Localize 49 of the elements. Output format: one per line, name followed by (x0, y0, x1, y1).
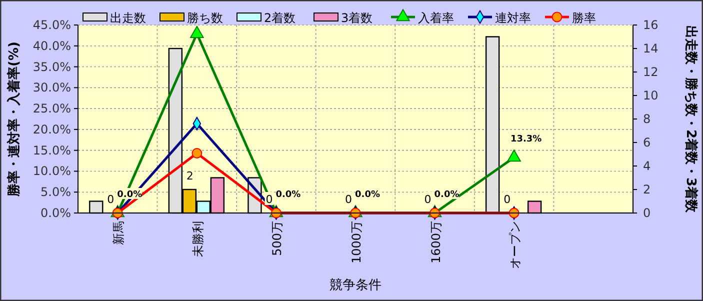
x-tick-label: 1000万 (350, 221, 364, 264)
data-label: 0 (345, 193, 352, 206)
legend-label: 入着率 (418, 11, 454, 25)
point (507, 150, 521, 162)
y2-tick-label: 8 (643, 112, 651, 126)
y2-tick-label: 2 (643, 182, 651, 196)
data-label: 0 (266, 193, 273, 206)
y2-tick-label: 6 (643, 136, 651, 150)
y-axis-title: 勝率・連対率・入着率(%) (6, 42, 22, 198)
y2-axis-title: 出走数・勝ち数・2着数・3着数 (683, 25, 699, 214)
legend-label: 2着数 (264, 11, 296, 25)
y-tick-label: 35.0% (32, 60, 71, 74)
x-axis-title: 競争条件 (330, 278, 382, 293)
legend-label: 3着数 (341, 11, 373, 25)
y2-tick-label: 0 (643, 206, 651, 220)
data-label: 0.0% (355, 190, 380, 200)
data-label: 0.0% (434, 190, 460, 200)
data-label: 0 (504, 193, 511, 206)
y-tick-label: 10.0% (32, 164, 71, 178)
legend-label: 連対率 (495, 11, 531, 25)
x-tick-label: 500万 (270, 221, 284, 256)
legend-label: 勝率 (572, 11, 596, 25)
x-tick-label: オープン (508, 221, 522, 269)
y2-tick-label: 4 (643, 159, 651, 173)
data-label: 0 (424, 193, 432, 206)
data-label: 0.0% (117, 190, 142, 200)
data-label: 13.3% (510, 134, 542, 144)
point (192, 148, 202, 158)
y-tick-label: 30.0% (32, 80, 71, 95)
y-tick-label: 25.0% (32, 102, 71, 116)
y-tick-label: 5.0% (40, 185, 71, 200)
data-label: 0.0% (276, 190, 301, 200)
x-tick-label: 新馬 (112, 221, 126, 245)
legend-label: 出走数 (110, 11, 146, 25)
x-tick-label: 1600万 (428, 221, 443, 264)
y2-tick-label: 12 (643, 65, 658, 79)
data-label: 2 (186, 170, 194, 182)
y2-tick-label: 16 (643, 18, 658, 32)
data-label: 0 (107, 193, 114, 206)
y-tick-label: 0.0% (40, 206, 71, 220)
y-tick-label: 15.0% (32, 143, 71, 158)
legend-label: 勝ち数 (187, 11, 223, 25)
y-tick-label: 20.0% (32, 122, 71, 136)
y-tick-label: 40.0% (32, 38, 71, 53)
y-tick-label: 45.0% (32, 18, 71, 32)
point (190, 26, 204, 38)
y2-tick-label: 10 (643, 88, 658, 102)
x-tick-label: 未勝利 (190, 221, 205, 257)
y2-tick-label: 14 (643, 42, 658, 56)
